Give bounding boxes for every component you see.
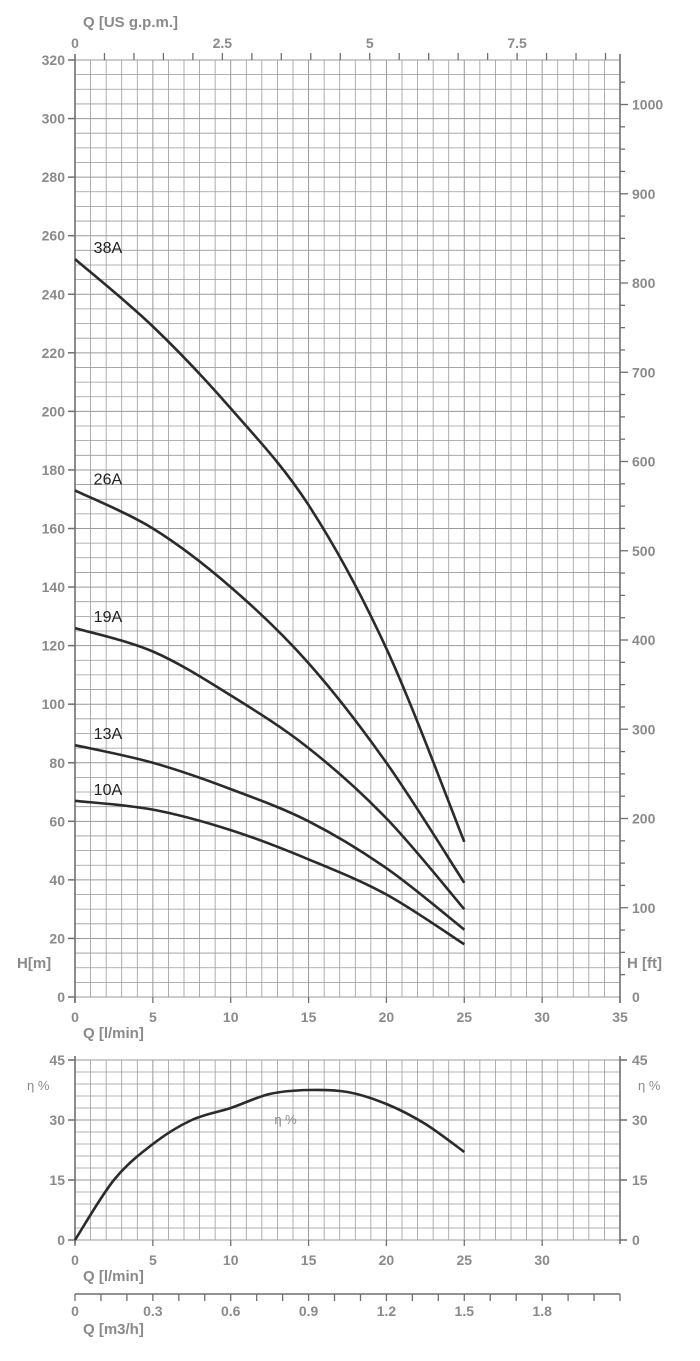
eta-y-right-axis-label: η % <box>638 1078 661 1093</box>
y-left-tick-label: 100 <box>42 696 66 712</box>
m3h-tick-label: 0.6 <box>221 1303 241 1319</box>
eta-y-left-tick-label: 30 <box>49 1112 65 1128</box>
series-line-13A <box>74 743 466 931</box>
eta-y-left-tick-label: 0 <box>57 1232 65 1248</box>
y-left-tick-label: 320 <box>42 52 66 68</box>
y-right-tick-label: 600 <box>632 454 656 470</box>
eta-y-right-tick-label: 45 <box>632 1052 648 1068</box>
y-left-tick-label: 160 <box>42 521 66 537</box>
x-top-tick-label: 7.5 <box>507 35 527 51</box>
y-left-tick-label: 200 <box>42 403 66 419</box>
eta-x-tick-label: 5 <box>149 1252 157 1268</box>
y-left-tick-label: 40 <box>49 872 65 888</box>
eta-x-tick-label: 15 <box>301 1252 317 1268</box>
m3h-tick-label: 1.5 <box>455 1303 475 1319</box>
efficiency-curve-panel: 0 15 30 45 0 15 30 45 0 5 10 15 20 25 30 Q [l/min] η % η … <box>27 1052 661 1285</box>
y-left-tick-label: 180 <box>42 462 66 478</box>
x-top-axis-label: Q [US g.p.m.] <box>83 14 178 31</box>
y-left-tick-label: 220 <box>42 345 66 361</box>
series-line-19A <box>74 626 466 911</box>
y-right-axis-label: H [ft] <box>627 955 662 972</box>
eta-x-tick-label: 10 <box>223 1252 239 1268</box>
eta-y-right-tick-label: 30 <box>632 1112 648 1128</box>
y-left-tick-label: 60 <box>49 813 65 829</box>
series-label-13A: 13A <box>94 726 123 743</box>
y-left-tick-label: 140 <box>42 579 66 595</box>
series-label-19A: 19A <box>94 609 123 626</box>
series-label-38A: 38A <box>94 240 123 257</box>
y-right-tick-label: 500 <box>632 543 656 559</box>
x-top-tick-label: 5 <box>366 35 374 51</box>
y-right-tick-label: 400 <box>632 632 656 648</box>
m3h-tick-label: 0.3 <box>143 1303 163 1319</box>
y-right-tick-label: 100 <box>632 900 656 916</box>
series-label-26A: 26A <box>94 471 123 488</box>
y-right-tick-label: 1000 <box>632 97 663 113</box>
y-right-tick-label: 200 <box>632 811 656 827</box>
x-top-tick-label: 2.5 <box>213 35 233 51</box>
eta-y-right-tick-label: 15 <box>632 1172 648 1188</box>
eta-x-tick-label: 0 <box>71 1252 79 1268</box>
x-bottom-tick-label: 20 <box>379 1009 395 1025</box>
m3h-axis-panel: 0 0.3 0.6 0.9 1.2 1.5 1.8 Q [m3/h] <box>71 1293 621 1338</box>
eta-x-tick-label: 30 <box>534 1252 550 1268</box>
x-bottom-tick-label: 30 <box>534 1009 550 1025</box>
series-line-38A <box>74 258 466 843</box>
head-curve-panel: 0204060801001201401601802002202402602803… <box>17 14 663 1042</box>
eta-x-axis-label: Q [l/min] <box>83 1268 144 1285</box>
y-left-tick-label: 120 <box>42 638 66 654</box>
eta-y-right-tick-label: 0 <box>632 1232 640 1248</box>
eta-y-left-tick-label: 45 <box>49 1052 65 1068</box>
x-bottom-axis-label: Q [l/min] <box>83 1025 144 1042</box>
y-left-tick-label: 240 <box>42 286 66 302</box>
series-line-10A <box>74 799 465 946</box>
m3h-axis-label: Q [m3/h] <box>83 1321 144 1338</box>
x-bottom-tick-label: 35 <box>612 1009 628 1025</box>
m3h-tick-label: 1.2 <box>377 1303 397 1319</box>
y-left-tick-label: 260 <box>42 228 66 244</box>
series-line-efficiency <box>73 1088 466 1241</box>
series-label-efficiency: η % <box>274 1112 297 1127</box>
m3h-tick-label: 0.9 <box>299 1303 319 1319</box>
y-left-tick-label: 0 <box>57 989 65 1005</box>
y-right-tick-label: 800 <box>632 275 656 291</box>
y-left-axis-label: H[m] <box>17 955 51 972</box>
x-bottom-tick-label: 15 <box>301 1009 317 1025</box>
x-bottom-tick-label: 10 <box>223 1009 239 1025</box>
m3h-tick-label: 1.8 <box>532 1303 552 1319</box>
y-right-tick-label: 300 <box>632 721 656 737</box>
y-right-tick-label: 700 <box>632 364 656 380</box>
y-left-tick-label: 280 <box>42 169 66 185</box>
m3h-tick-label: 0 <box>71 1303 79 1319</box>
x-bottom-tick-label: 25 <box>456 1009 472 1025</box>
series-line-26A <box>74 489 466 884</box>
x-bottom-tick-label: 0 <box>71 1009 79 1025</box>
y-right-tick-label: 900 <box>632 186 656 202</box>
eta-y-left-tick-label: 15 <box>49 1172 65 1188</box>
x-top-tick-label: 0 <box>71 35 79 51</box>
eta-y-left-axis-label: η % <box>27 1078 50 1093</box>
y-right-tick-label: 0 <box>632 989 640 1005</box>
eta-x-tick-label: 25 <box>456 1252 472 1268</box>
series-label-10A: 10A <box>94 782 123 799</box>
x-bottom-tick-label: 5 <box>149 1009 157 1025</box>
y-left-tick-label: 80 <box>49 755 65 771</box>
y-left-tick-label: 300 <box>42 111 66 127</box>
y-left-tick-label: 20 <box>49 930 65 946</box>
eta-x-tick-label: 20 <box>379 1252 395 1268</box>
